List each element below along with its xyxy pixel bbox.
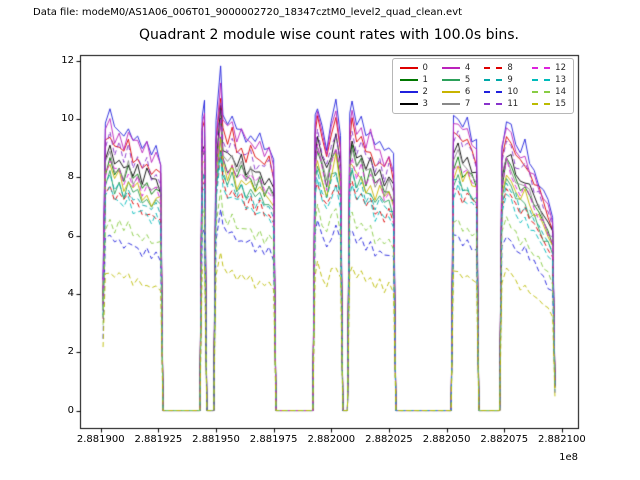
y-tick-label: 6 <box>67 229 74 241</box>
x-tick-label: 2.881925 <box>134 434 183 445</box>
legend-label: 0 <box>422 63 428 73</box>
data-file-label: Data file: modeM0/AS1A06_006T01_90000027… <box>33 7 463 18</box>
legend-label: 10 <box>507 87 519 97</box>
legend-line-sample <box>532 91 551 93</box>
legend-label: 3 <box>422 99 428 109</box>
legend-line-sample <box>484 79 503 81</box>
legend-entry-13: 13 <box>532 74 566 86</box>
legend: 0 1 2 3 4 5 6 7 8 9 10 11 12 13 14 15 <box>391 58 574 114</box>
legend-line-sample <box>532 79 551 81</box>
legend-line-sample <box>399 91 418 93</box>
legend-label: 8 <box>507 63 513 73</box>
legend-entry-1: 1 <box>399 74 428 86</box>
legend-line-sample <box>441 91 460 93</box>
legend-label: 13 <box>555 75 566 85</box>
x-tick-label: 2.882025 <box>365 434 413 445</box>
legend-label: 1 <box>422 75 428 85</box>
legend-line-sample <box>441 103 460 105</box>
legend-entry-10: 10 <box>484 86 518 98</box>
legend-entry-12: 12 <box>532 62 566 74</box>
legend-entry-3: 3 <box>399 98 428 110</box>
x-tick-label: 2.881950 <box>192 434 240 445</box>
legend-label: 2 <box>422 87 428 97</box>
legend-line-sample <box>532 67 551 69</box>
legend-label: 7 <box>464 99 471 109</box>
legend-entry-7: 7 <box>441 98 471 110</box>
legend-label: 14 <box>555 87 566 97</box>
chart-title: Quadrant 2 module wise count rates with … <box>139 27 519 43</box>
legend-entry-2: 2 <box>399 86 428 98</box>
y-tick-label: 10 <box>61 113 74 125</box>
legend-entry-15: 15 <box>532 98 566 110</box>
legend-entry-6: 6 <box>441 86 471 98</box>
y-tick-label: 4 <box>67 287 74 299</box>
x-tick-label: 2.882000 <box>307 434 356 445</box>
x-tick-label: 2.882050 <box>422 434 471 445</box>
legend-line-sample <box>484 67 503 69</box>
legend-label: 12 <box>555 63 566 73</box>
legend-label: 9 <box>507 75 513 85</box>
legend-line-sample <box>441 67 460 69</box>
legend-line-sample <box>532 103 551 105</box>
x-tick-label: 2.882075 <box>480 434 529 445</box>
legend-entry-0: 0 <box>399 62 428 74</box>
legend-label: 4 <box>464 63 471 73</box>
legend-label: 6 <box>464 87 471 97</box>
legend-label: 11 <box>507 99 519 109</box>
legend-line-sample <box>484 103 503 105</box>
legend-entry-4: 4 <box>441 62 471 74</box>
y-tick-label: 2 <box>67 346 74 358</box>
legend-entry-8: 8 <box>484 62 518 74</box>
x-tick-label: 2.881975 <box>249 434 298 445</box>
legend-line-sample <box>484 91 503 93</box>
y-tick-label: 12 <box>61 54 74 66</box>
legend-entry-14: 14 <box>532 86 566 98</box>
x-axis-offset-label: 1e8 <box>559 452 578 463</box>
y-tick-label: 0 <box>67 404 74 416</box>
legend-line-sample <box>399 79 418 81</box>
legend-line-sample <box>441 79 460 81</box>
legend-entry-9: 9 <box>484 74 518 86</box>
legend-line-sample <box>399 67 418 69</box>
legend-entry-11: 11 <box>484 98 518 110</box>
x-tick-label: 2.882100 <box>538 434 586 445</box>
legend-line-sample <box>399 103 418 105</box>
x-tick-label: 2.881900 <box>76 434 125 445</box>
legend-entry-5: 5 <box>441 74 471 86</box>
legend-label: 5 <box>464 75 471 85</box>
legend-label: 15 <box>555 99 566 109</box>
y-tick-label: 8 <box>67 171 74 183</box>
